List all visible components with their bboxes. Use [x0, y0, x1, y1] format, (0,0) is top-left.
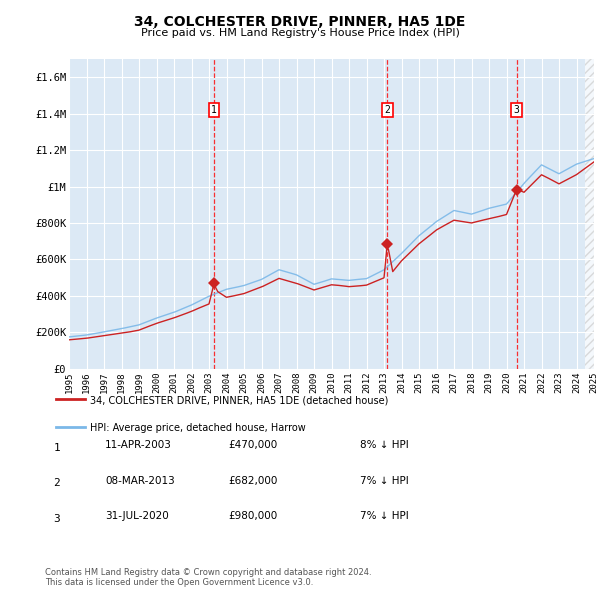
Text: 34, COLCHESTER DRIVE, PINNER, HA5 1DE (detached house): 34, COLCHESTER DRIVE, PINNER, HA5 1DE (d…: [90, 395, 389, 405]
Text: 31-JUL-2020: 31-JUL-2020: [105, 512, 169, 521]
Text: 34, COLCHESTER DRIVE, PINNER, HA5 1DE: 34, COLCHESTER DRIVE, PINNER, HA5 1DE: [134, 15, 466, 29]
Text: £682,000: £682,000: [228, 476, 277, 486]
Text: 11-APR-2003: 11-APR-2003: [105, 441, 172, 450]
Text: 7% ↓ HPI: 7% ↓ HPI: [360, 476, 409, 486]
Text: 2: 2: [53, 478, 61, 488]
Text: 2: 2: [385, 105, 390, 115]
Text: 08-MAR-2013: 08-MAR-2013: [105, 476, 175, 486]
Text: £980,000: £980,000: [228, 512, 277, 521]
Text: 8% ↓ HPI: 8% ↓ HPI: [360, 441, 409, 450]
Text: Contains HM Land Registry data © Crown copyright and database right 2024.
This d: Contains HM Land Registry data © Crown c…: [45, 568, 371, 587]
Text: 7% ↓ HPI: 7% ↓ HPI: [360, 512, 409, 521]
Text: HPI: Average price, detached house, Harrow: HPI: Average price, detached house, Harr…: [90, 424, 306, 433]
Text: 3: 3: [53, 514, 61, 523]
Text: £470,000: £470,000: [228, 441, 277, 450]
Text: 1: 1: [53, 443, 61, 453]
Text: Price paid vs. HM Land Registry's House Price Index (HPI): Price paid vs. HM Land Registry's House …: [140, 28, 460, 38]
Text: 1: 1: [211, 105, 217, 115]
Text: 3: 3: [514, 105, 520, 115]
